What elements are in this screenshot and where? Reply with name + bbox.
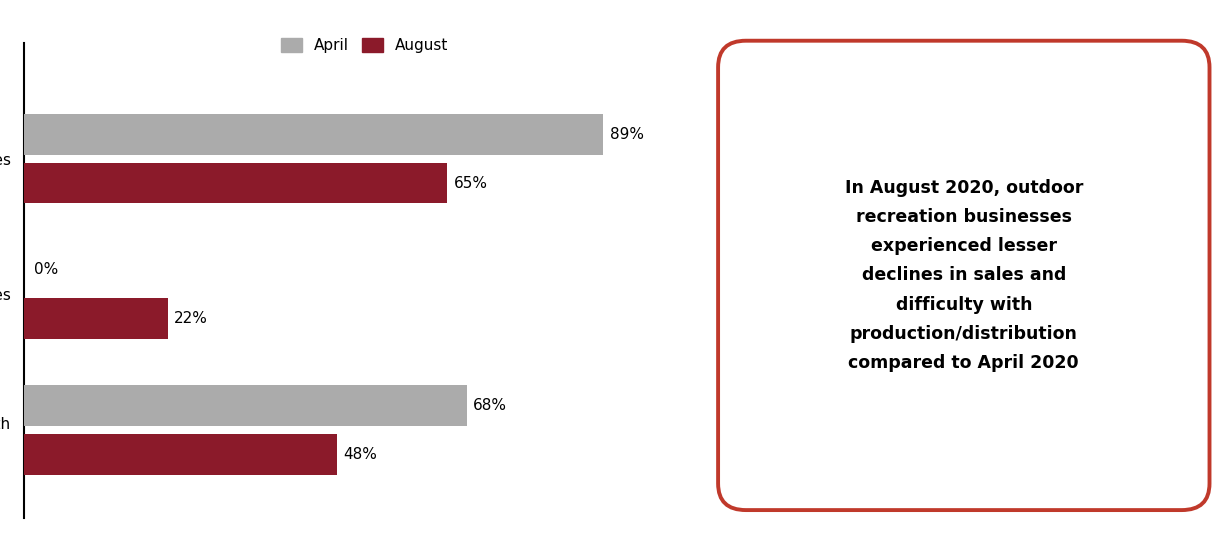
Bar [24, 299, 167, 339]
Text: 0%: 0% [34, 262, 59, 278]
FancyBboxPatch shape [719, 40, 1209, 510]
Text: 65%: 65% [454, 176, 488, 191]
Bar [24, 114, 604, 154]
Text: 48%: 48% [343, 447, 377, 462]
Bar [24, 434, 337, 475]
Text: 68%: 68% [473, 398, 508, 413]
Legend: April, August: April, August [274, 32, 455, 59]
Bar [24, 386, 467, 426]
Bar [24, 163, 448, 204]
Text: In August 2020, outdoor
recreation businesses
experienced lesser
declines in sal: In August 2020, outdoor recreation busin… [844, 179, 1083, 372]
Text: 89%: 89% [610, 127, 644, 141]
Text: 22%: 22% [174, 312, 207, 326]
